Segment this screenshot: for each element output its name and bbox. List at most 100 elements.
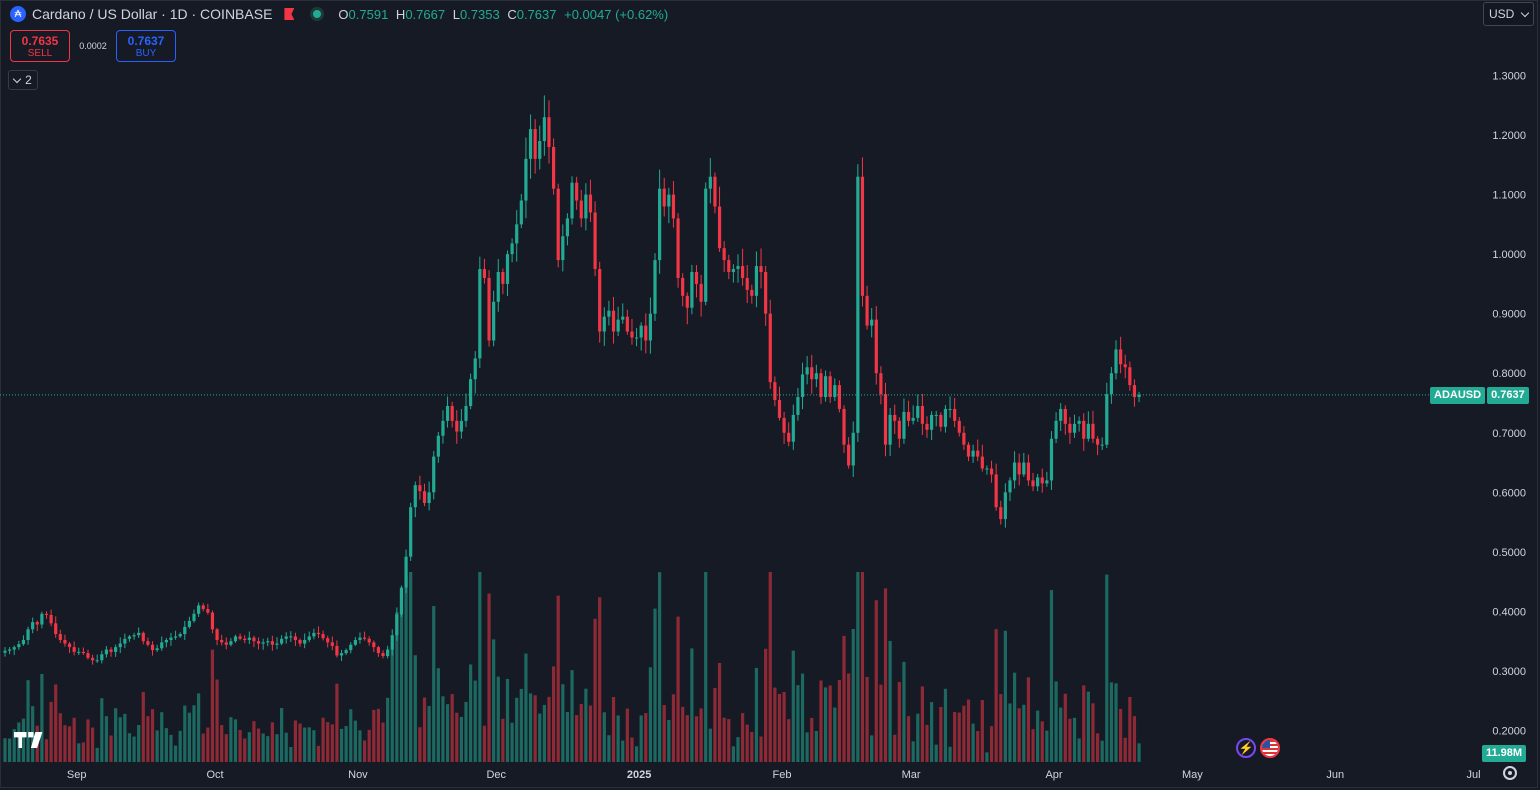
candle-body[interactable]	[247, 637, 251, 640]
candle-body[interactable]	[856, 176, 860, 433]
buy-button[interactable]: 0.7637 BUY	[116, 30, 176, 62]
candle-body[interactable]	[561, 236, 565, 261]
candle-body[interactable]	[376, 647, 381, 654]
candle-body[interactable]	[183, 626, 187, 635]
candle-body[interactable]	[538, 141, 542, 159]
candle-body[interactable]	[962, 432, 966, 445]
candle-body[interactable]	[413, 485, 417, 508]
candle-body[interactable]	[551, 146, 556, 189]
candle-body[interactable]	[372, 642, 376, 648]
candle-body[interactable]	[289, 636, 293, 638]
candle-body[interactable]	[768, 313, 772, 383]
candle-body[interactable]	[1086, 423, 1090, 439]
candle-body[interactable]	[1012, 462, 1017, 481]
candle-body[interactable]	[127, 636, 132, 639]
candle-body[interactable]	[943, 408, 948, 427]
candle-body[interactable]	[243, 638, 247, 640]
candle-body[interactable]	[717, 206, 722, 249]
candle-body[interactable]	[390, 635, 394, 650]
candle-body[interactable]	[404, 556, 408, 588]
candle-body[interactable]	[671, 194, 676, 219]
candle-body[interactable]	[870, 319, 874, 326]
candle-body[interactable]	[445, 405, 450, 421]
candle-body[interactable]	[284, 636, 288, 639]
candle-body[interactable]	[925, 423, 929, 430]
candle-body[interactable]	[1022, 462, 1026, 475]
candle-body[interactable]	[252, 637, 256, 642]
candle-body[interactable]	[192, 613, 196, 621]
flag-icon[interactable]	[284, 8, 294, 20]
candle-body[interactable]	[607, 310, 611, 317]
candle-body[interactable]	[823, 376, 828, 398]
lightning-icon[interactable]: ⚡	[1236, 738, 1256, 758]
candle-body[interactable]	[722, 248, 726, 261]
candle-body[interactable]	[750, 289, 754, 296]
candle-body[interactable]	[676, 218, 680, 278]
candle-body[interactable]	[888, 414, 892, 445]
candle-body[interactable]	[137, 632, 141, 636]
candle-body[interactable]	[708, 176, 712, 189]
candle-body[interactable]	[344, 650, 348, 654]
candle-body[interactable]	[118, 643, 122, 648]
candle-body[interactable]	[1063, 408, 1067, 424]
candle-body[interactable]	[31, 622, 35, 630]
candle-body[interactable]	[469, 379, 473, 406]
candle-body[interactable]	[860, 176, 865, 296]
candle-body[interactable]	[1128, 367, 1132, 386]
candle-body[interactable]	[999, 507, 1003, 520]
settings-gear-icon[interactable]	[1503, 766, 1517, 780]
candle-body[interactable]	[35, 622, 39, 625]
candle-body[interactable]	[339, 653, 344, 656]
candle-body[interactable]	[86, 653, 90, 658]
candle-body[interactable]	[330, 642, 334, 646]
candle-body[interactable]	[704, 188, 708, 302]
candle-body[interactable]	[791, 414, 795, 442]
candle-body[interactable]	[874, 319, 878, 374]
candle-body[interactable]	[1082, 420, 1086, 439]
candle-body[interactable]	[321, 634, 325, 639]
candle-body[interactable]	[897, 420, 901, 439]
candle-body[interactable]	[570, 182, 574, 219]
candle-body[interactable]	[63, 639, 67, 644]
candle-body[interactable]	[556, 188, 560, 261]
candle-body[interactable]	[800, 374, 805, 398]
candle-body[interactable]	[524, 158, 528, 201]
candle-body[interactable]	[593, 212, 597, 270]
candle-body[interactable]	[837, 385, 842, 409]
candle-body[interactable]	[450, 405, 454, 421]
candle-body[interactable]	[736, 266, 740, 270]
candle-body[interactable]	[994, 474, 998, 508]
candle-body[interactable]	[777, 400, 782, 418]
candle-body[interactable]	[796, 397, 800, 415]
candle-body[interactable]	[939, 414, 943, 427]
candle-body[interactable]	[381, 653, 385, 657]
candle-body[interactable]	[1132, 385, 1137, 398]
candle-body[interactable]	[630, 331, 634, 338]
candle-body[interactable]	[141, 632, 145, 642]
candle-body[interactable]	[648, 313, 652, 341]
candle-body[interactable]	[542, 117, 546, 141]
candle-body[interactable]	[1003, 492, 1007, 520]
candle-body[interactable]	[906, 411, 911, 421]
candle-body[interactable]	[976, 450, 980, 457]
candle-body[interactable]	[948, 408, 952, 410]
candle-body[interactable]	[667, 194, 671, 207]
candle-body[interactable]	[26, 629, 30, 640]
candle-body[interactable]	[280, 638, 284, 644]
candle-body[interactable]	[584, 194, 588, 219]
candle-body[interactable]	[1045, 480, 1049, 484]
candle-body[interactable]	[422, 491, 427, 504]
market-status-icon[interactable]	[310, 7, 325, 21]
candle-body[interactable]	[653, 260, 657, 314]
candle-body[interactable]	[427, 492, 431, 504]
candle-body[interactable]	[81, 651, 85, 654]
candle-body[interactable]	[579, 200, 583, 219]
candle-body[interactable]	[731, 269, 735, 272]
candle-body[interactable]	[658, 188, 662, 261]
candle-body[interactable]	[17, 644, 21, 648]
candle-body[interactable]	[367, 638, 371, 643]
candle-body[interactable]	[233, 636, 238, 642]
candle-body[interactable]	[312, 632, 316, 637]
candle-body[interactable]	[21, 639, 26, 645]
